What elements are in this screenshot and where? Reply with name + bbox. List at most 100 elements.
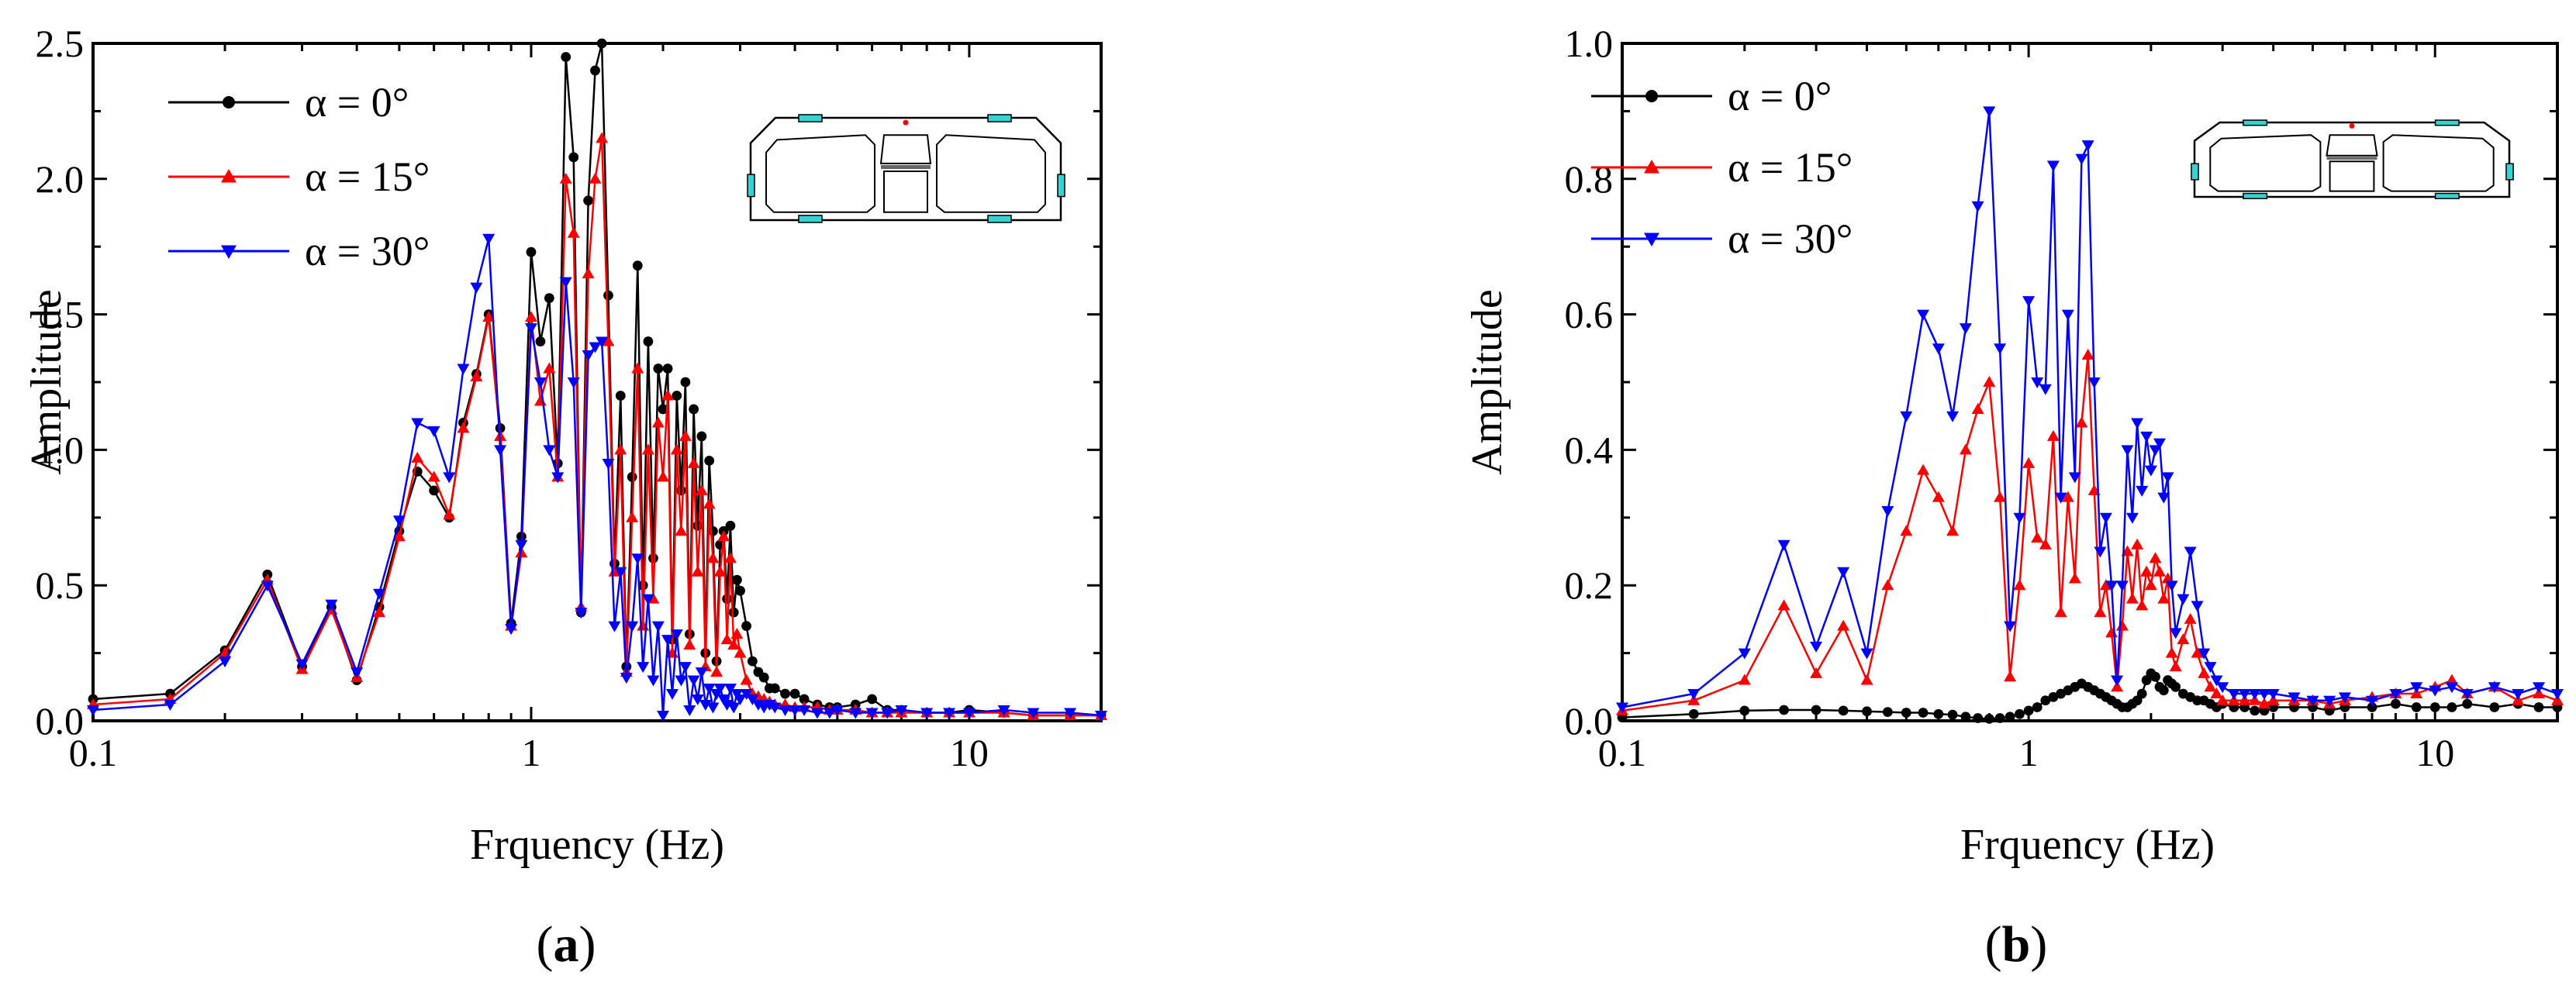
data-point [657,711,670,722]
data-point [683,705,696,717]
data-point [798,705,811,717]
data-point [2105,581,2118,592]
legend-entry: α = 15° [168,153,430,200]
data-point [603,290,613,301]
data-point [429,485,440,496]
y-tick-label: 0.8 [1565,157,1614,201]
data-point [661,635,675,646]
legend-marker [223,96,235,109]
data-point [2462,698,2473,709]
data-point [559,277,572,288]
data-point [2391,698,2401,709]
x-ticks: 0.1 1 10 [69,43,989,774]
data-point [722,594,732,605]
y-tick-label: 2.0 [36,157,85,201]
x-tick-label: 0.1 [69,731,118,774]
data-point [1860,674,1873,685]
data-point [2136,485,2149,497]
data-point [1901,708,1911,718]
data-point [608,565,621,577]
data-point [2551,689,2564,701]
data-point [589,172,602,184]
data-point [675,525,688,536]
data-point [730,628,744,639]
data-point [582,350,595,362]
data-point [470,282,483,294]
y-tick-label: 0.5 [36,563,85,607]
data-point [2105,626,2118,638]
data-point [2198,648,2211,660]
girder-cell-left [765,134,875,213]
data-point [524,323,537,335]
y-axis-label: Amplitude [22,289,71,475]
x-tick-label: 1 [521,731,540,774]
data-point [666,689,679,701]
girder-cell-left [2209,134,2322,192]
data-point [758,672,769,683]
x-tick-label: 10 [2415,731,2454,774]
data-point [2068,472,2081,484]
data-point [427,470,440,482]
data-point [1810,641,1823,653]
series-2 [1616,106,2564,714]
data-point [2488,682,2501,694]
panel-label: (a) [537,916,596,973]
data-point [1064,708,1077,719]
data-point [620,673,633,684]
data-point [614,443,627,455]
girder-cell-middle-bottom [2329,160,2375,192]
data-point [2013,512,2026,524]
data-point [943,708,956,719]
data-point [626,621,639,632]
legend-marker [221,245,237,259]
series-line [92,42,1101,717]
data-point [2429,702,2440,712]
data-point [544,293,554,304]
data-point [734,646,747,658]
data-point [2204,681,2217,692]
data-point [2099,512,2112,524]
data-point [691,694,704,706]
y-tick-label: 1.0 [36,428,85,471]
legend-marker [1644,160,1659,174]
data-point [568,152,579,163]
data-point [2099,579,2112,591]
data-point [2150,671,2160,682]
data-point [728,607,739,618]
y-tick-label: 0.0 [36,699,85,743]
data-point [2238,689,2251,701]
data-point [2040,695,2051,706]
data-point [643,336,654,346]
data-point [1959,443,1972,455]
x-tick-label: 1 [2019,731,2039,774]
data-point [2013,579,2026,591]
data-point [2191,601,2204,612]
inset-cross-section [747,114,1065,223]
data-point [2445,674,2458,685]
data-point [2323,695,2336,707]
data-point [87,705,99,717]
data-point [567,377,580,388]
legend-label: α = 15° [305,153,430,200]
data-point [457,422,470,433]
series-0 [1617,668,2563,724]
data-point [427,426,440,437]
data-point [2149,445,2162,457]
data-point [2140,431,2153,443]
data-point [779,705,792,717]
data-point [582,267,595,279]
data-point [350,667,364,679]
data-point [706,552,720,563]
panel-paren-close: ) [2030,916,2047,973]
data-point [1932,343,1945,355]
data-point [780,688,790,699]
y-tick-label: 2.5 [36,22,85,65]
series-layer [87,38,1107,722]
legend-entry: α = 0° [1591,73,1832,119]
data-point [2158,685,2169,696]
sensor-mark [987,215,1012,223]
data-point [734,694,747,706]
girder-slab [881,164,931,169]
data-point [727,639,741,650]
data-point [1739,705,1750,716]
